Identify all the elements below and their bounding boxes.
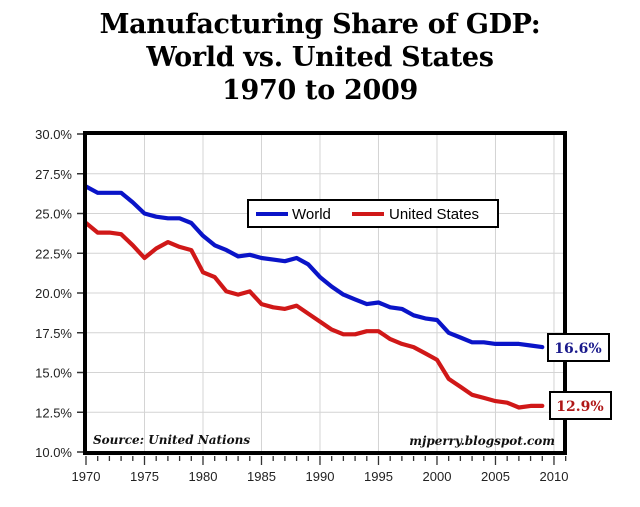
y-tick-label: 22.5%	[35, 246, 72, 261]
chart-title: Manufacturing Share of GDP: World vs. Un…	[0, 8, 640, 107]
callout-us-box	[549, 391, 612, 420]
x-tick-label: 1970	[72, 469, 101, 484]
series-lines	[83, 184, 545, 410]
y-axis: 10.0% 12.5% 15.0% 17.5% 20.0% 22.5% 25.0% 27.5%…	[35, 127, 83, 460]
source-note: Source: United Nations	[93, 433, 250, 447]
x-tick-label: 1995	[364, 469, 393, 484]
legend: World United States	[247, 199, 499, 228]
x-tick-label: 1990	[306, 469, 335, 484]
y-tick-label: 30.0%	[35, 127, 72, 142]
y-tick-label: 17.5%	[35, 326, 72, 341]
y-tick-label: 10.0%	[35, 445, 72, 460]
y-tick-label: 15.0%	[35, 366, 72, 381]
legend-label-world: World	[292, 206, 331, 223]
title-line-3: 1970 to 2009	[222, 75, 418, 106]
callout-us: 12.9%	[549, 391, 612, 420]
x-tick-label: 1985	[247, 469, 276, 484]
grid-lines	[87, 135, 563, 451]
x-tick-label: 1975	[130, 469, 159, 484]
x-tick-label: 2010	[540, 469, 569, 484]
callout-world: 16.6%	[547, 333, 610, 362]
callout-world-value: 16.6%	[554, 341, 601, 357]
title-line-1: Manufacturing Share of GDP:	[99, 9, 541, 40]
series-line-united-states	[83, 220, 545, 410]
y-tick-label: 25.0%	[35, 207, 72, 222]
credit-note: mjperry.blogspot.com	[409, 434, 555, 448]
plot-frame	[83, 131, 567, 455]
x-tick-label: 2000	[423, 469, 452, 484]
series-line-world	[83, 184, 545, 350]
title-line-2: World vs. United States	[146, 42, 494, 73]
y-tick-label: 20.0%	[35, 286, 72, 301]
x-tick-label: 1980	[189, 469, 218, 484]
x-axis: 1970 1975 1980 1985 1990 1995 2000 2005 2010	[72, 456, 569, 484]
y-tick-label: 27.5%	[35, 167, 72, 182]
x-tick-label: 2005	[481, 469, 510, 484]
y-tick-label: 12.5%	[35, 405, 72, 420]
legend-label-us: United States	[389, 206, 479, 223]
callout-world-box	[547, 333, 610, 362]
callout-us-value: 12.9%	[556, 399, 603, 415]
